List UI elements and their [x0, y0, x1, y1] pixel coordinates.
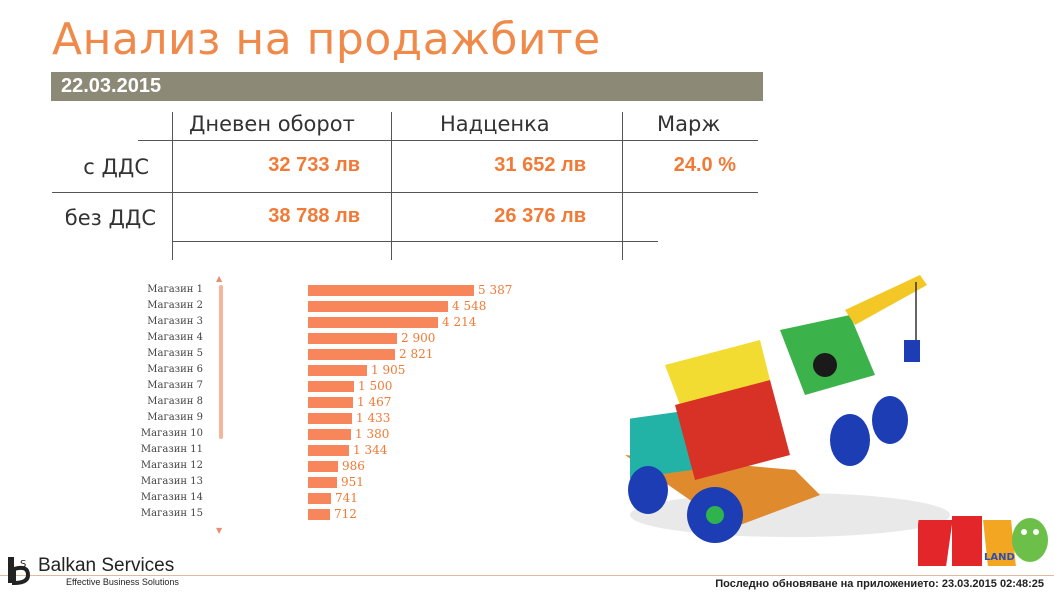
bar-value-label: 4 214 [442, 315, 477, 329]
bar-value-label: 4 548 [452, 299, 487, 313]
bar-value-label: 986 [342, 459, 365, 473]
bar-value-label: 5 387 [478, 283, 513, 297]
kpi-markup-novat: 26 376 лв [494, 205, 586, 227]
bar-value-label: 1 500 [358, 379, 393, 393]
company-tagline: Effective Business Solutions [66, 577, 179, 587]
sales-bar [308, 477, 337, 488]
sales-bar [308, 317, 438, 328]
svg-text:S: S [20, 559, 26, 570]
bar-value-label: 951 [341, 475, 364, 489]
kpi-row-line-1 [52, 192, 758, 193]
date-bar: 22.03.2015 [51, 72, 763, 101]
store-label: Магазин 1 [147, 284, 203, 295]
kpi-markup-vat: 31 652 лв [494, 154, 586, 176]
store-label: Магазин 7 [147, 380, 203, 391]
scroll-up-icon[interactable]: ▲ [216, 274, 223, 283]
kpi-turnover-vat: 32 733 лв [268, 154, 360, 176]
sales-bar [308, 445, 349, 456]
last-updated-text: Последно обновяване на приложението: 23.… [715, 578, 1044, 590]
balkan-services-logo-icon: S [8, 557, 31, 586]
bar-value-label: 1 467 [357, 395, 392, 409]
bar-value-label: 2 900 [401, 331, 436, 345]
bar-value-label: 741 [335, 491, 358, 505]
kpi-row-label-novat: без ДДС [64, 206, 156, 230]
kpi-header-line [138, 140, 758, 141]
sales-bar [308, 413, 352, 424]
bar-value-label: 1 380 [355, 427, 390, 441]
store-label: Магазин 15 [140, 508, 203, 519]
kpi-col-margin: Марж [657, 112, 721, 136]
bar-value-label: 2 821 [399, 347, 434, 361]
chart-scrollbar[interactable] [219, 285, 223, 439]
store-label: Магазин 10 [140, 428, 203, 439]
bar-value-label: 1 905 [371, 363, 406, 377]
sales-bar [308, 365, 367, 376]
kpi-vline-3 [622, 112, 623, 260]
sales-bar [308, 333, 397, 344]
sales-bar [308, 397, 353, 408]
toy-truck-image [625, 275, 950, 543]
kpi-row-line-2 [172, 241, 658, 242]
bar-value-label: 712 [334, 507, 357, 521]
store-label: Магазин 14 [140, 492, 203, 503]
store-label: Магазин 4 [147, 332, 203, 343]
svg-text:LAND: LAND [984, 552, 1015, 563]
kpi-turnover-novat: 38 788 лв [268, 205, 360, 227]
footer-divider [0, 575, 1054, 576]
store-label: Магазин 11 [140, 444, 203, 455]
kpi-margin-vat: 24.0 % [673, 154, 736, 176]
kpi-col-markup: Надценка [440, 112, 550, 136]
kpi-vline-1 [172, 112, 173, 260]
company-name: Balkan Services [38, 555, 175, 576]
store-label: Магазин 5 [147, 348, 203, 359]
sales-bar [308, 493, 331, 504]
hippoland-logo: LAND [918, 516, 1048, 566]
sales-bar [308, 301, 448, 312]
sales-bar [308, 381, 354, 392]
store-label: Магазин 8 [147, 396, 203, 407]
scroll-down-icon[interactable]: ▼ [216, 526, 223, 535]
store-label: Магазин 12 [140, 460, 203, 471]
sales-bar [308, 461, 338, 472]
store-label: Магазин 13 [140, 476, 203, 487]
kpi-row-label-vat: с ДДС [83, 155, 149, 179]
sales-bar [308, 285, 474, 296]
kpi-vline-2 [391, 112, 392, 260]
sales-bar [308, 429, 351, 440]
page-title: Анализ на продажбите [52, 14, 601, 65]
store-label: Магазин 2 [147, 300, 203, 311]
sales-bar [308, 349, 395, 360]
bar-value-label: 1 433 [356, 411, 391, 425]
bar-value-label: 1 344 [353, 443, 388, 457]
sales-bar [308, 509, 330, 520]
store-label: Магазин 3 [147, 316, 203, 327]
kpi-col-turnover: Дневен оборот [189, 112, 355, 136]
store-label: Магазин 9 [147, 412, 203, 423]
store-label: Магазин 6 [147, 364, 203, 375]
